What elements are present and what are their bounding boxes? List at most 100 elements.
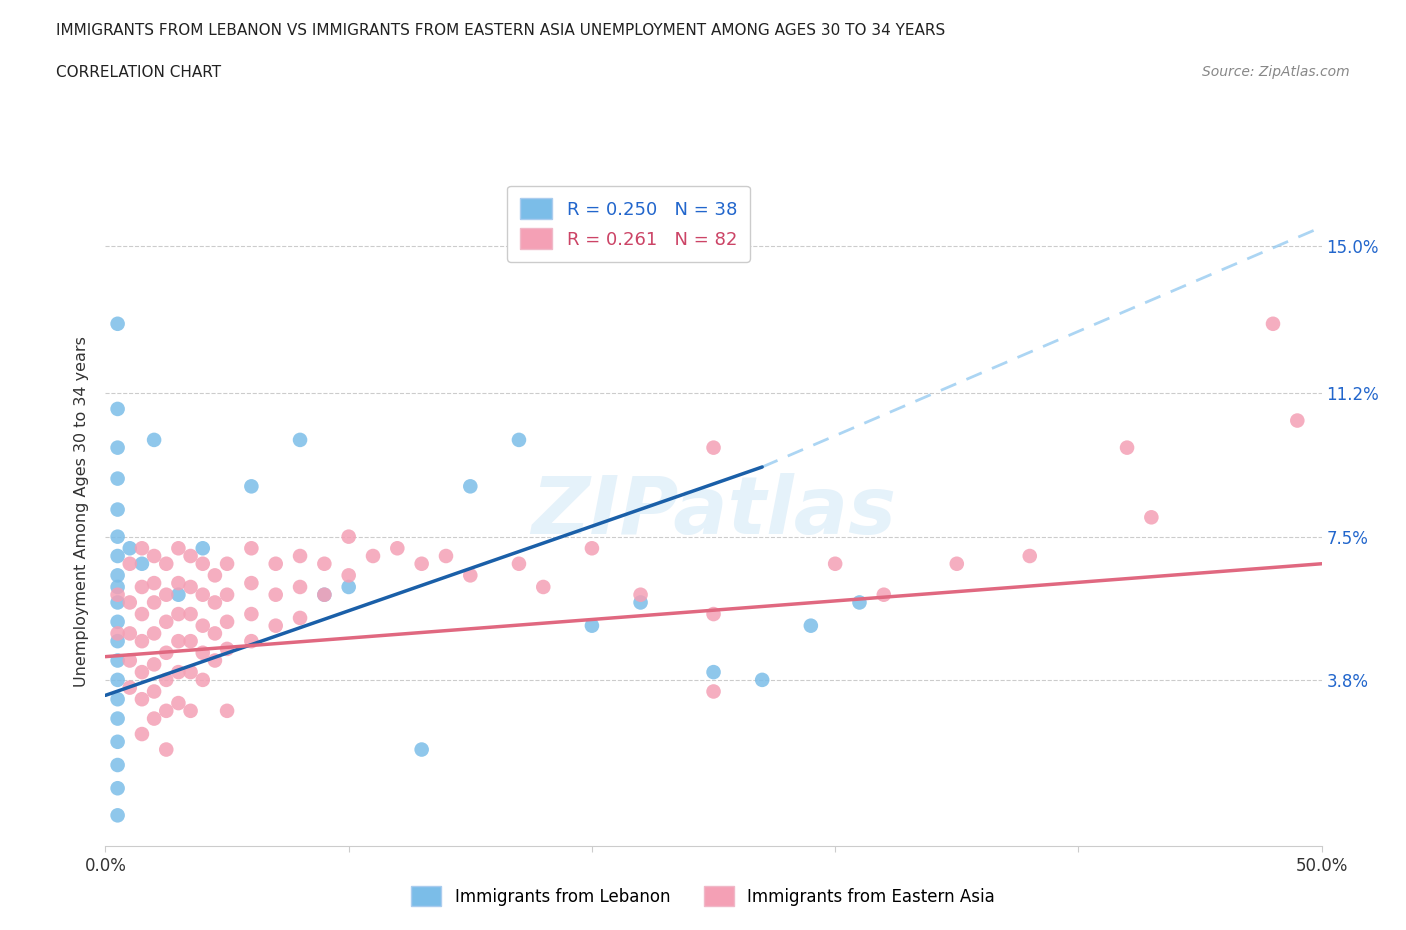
Point — [143, 595, 166, 610]
Point — [411, 556, 433, 571]
Point — [131, 606, 153, 621]
Point — [314, 587, 336, 602]
Point — [143, 576, 166, 591]
Point — [118, 595, 141, 610]
Point — [107, 808, 129, 823]
Point — [118, 541, 141, 556]
Point — [240, 633, 263, 648]
Point — [204, 626, 226, 641]
Point — [107, 472, 129, 486]
Point — [240, 576, 263, 591]
Point — [107, 626, 129, 641]
Point — [702, 606, 725, 621]
Point — [337, 568, 360, 583]
Text: ZIPatlas: ZIPatlas — [531, 472, 896, 551]
Point — [1140, 510, 1163, 525]
Point — [191, 587, 214, 602]
Point — [204, 653, 226, 668]
Point — [107, 549, 129, 564]
Point — [240, 541, 263, 556]
Point — [204, 595, 226, 610]
Point — [107, 735, 129, 750]
Point — [751, 672, 773, 687]
Point — [167, 696, 190, 711]
Legend: Immigrants from Lebanon, Immigrants from Eastern Asia: Immigrants from Lebanon, Immigrants from… — [405, 880, 1001, 912]
Point — [167, 633, 190, 648]
Point — [155, 645, 177, 660]
Point — [337, 579, 360, 594]
Point — [204, 568, 226, 583]
Point — [873, 587, 896, 602]
Point — [143, 432, 166, 447]
Point — [180, 579, 202, 594]
Point — [314, 587, 336, 602]
Text: IMMIGRANTS FROM LEBANON VS IMMIGRANTS FROM EASTERN ASIA UNEMPLOYMENT AMONG AGES : IMMIGRANTS FROM LEBANON VS IMMIGRANTS FR… — [56, 23, 945, 38]
Point — [702, 440, 725, 455]
Point — [240, 606, 263, 621]
Point — [581, 618, 603, 633]
Point — [458, 568, 481, 583]
Point — [191, 645, 214, 660]
Point — [434, 549, 457, 564]
Point — [107, 402, 129, 417]
Point — [155, 742, 177, 757]
Point — [288, 432, 311, 447]
Point — [217, 642, 239, 657]
Point — [107, 568, 129, 583]
Point — [387, 541, 409, 556]
Point — [131, 692, 153, 707]
Point — [1261, 316, 1284, 331]
Point — [508, 432, 530, 447]
Point — [143, 657, 166, 671]
Point — [1286, 413, 1309, 428]
Point — [191, 541, 214, 556]
Point — [107, 758, 129, 773]
Point — [531, 579, 554, 594]
Point — [107, 502, 129, 517]
Point — [107, 595, 129, 610]
Y-axis label: Unemployment Among Ages 30 to 34 years: Unemployment Among Ages 30 to 34 years — [75, 336, 90, 687]
Point — [314, 556, 336, 571]
Point — [458, 479, 481, 494]
Point — [848, 595, 870, 610]
Point — [143, 549, 166, 564]
Text: CORRELATION CHART: CORRELATION CHART — [56, 65, 221, 80]
Point — [180, 606, 202, 621]
Point — [155, 587, 177, 602]
Point — [155, 556, 177, 571]
Point — [217, 703, 239, 718]
Point — [630, 595, 652, 610]
Point — [945, 556, 967, 571]
Point — [131, 541, 153, 556]
Point — [107, 440, 129, 455]
Point — [143, 626, 166, 641]
Point — [288, 579, 311, 594]
Point — [191, 672, 214, 687]
Point — [143, 711, 166, 726]
Point — [264, 587, 287, 602]
Point — [217, 556, 239, 571]
Point — [107, 529, 129, 544]
Point — [824, 556, 846, 571]
Point — [702, 665, 725, 680]
Point — [107, 615, 129, 630]
Text: Source: ZipAtlas.com: Source: ZipAtlas.com — [1202, 65, 1350, 79]
Point — [107, 711, 129, 726]
Point — [702, 684, 725, 699]
Point — [143, 684, 166, 699]
Point — [180, 703, 202, 718]
Point — [264, 618, 287, 633]
Point — [264, 556, 287, 571]
Point — [800, 618, 823, 633]
Point — [191, 556, 214, 571]
Legend: R = 0.250   N = 38, R = 0.261   N = 82: R = 0.250 N = 38, R = 0.261 N = 82 — [508, 186, 749, 261]
Point — [107, 653, 129, 668]
Point — [167, 606, 190, 621]
Point — [107, 781, 129, 796]
Point — [180, 549, 202, 564]
Point — [155, 615, 177, 630]
Point — [217, 587, 239, 602]
Point — [118, 680, 141, 695]
Point — [131, 579, 153, 594]
Point — [131, 665, 153, 680]
